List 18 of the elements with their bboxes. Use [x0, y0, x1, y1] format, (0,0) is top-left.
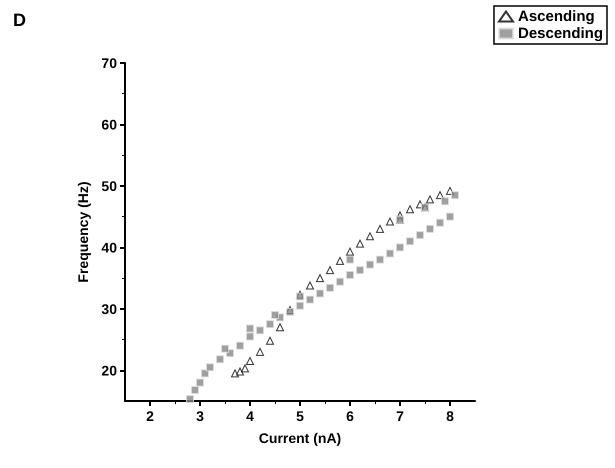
- y-tick-label: 40: [101, 239, 118, 256]
- y-tick-label: 70: [101, 55, 118, 71]
- x-tick-label: 5: [296, 408, 304, 424]
- chart-title: D: [13, 10, 26, 30]
- x-axis-title: Current (nA): [258, 430, 342, 446]
- x-tick-label: 8: [446, 408, 454, 424]
- x-tick-label: 4: [246, 408, 254, 424]
- x-tick-label: 3: [196, 408, 204, 424]
- legend-label: Ascending: [518, 8, 595, 25]
- y-tick-label: 20: [101, 362, 118, 378]
- x-tick-label: 6: [346, 408, 354, 424]
- y-tick-label: 60: [101, 116, 118, 132]
- x-tick-label: 7: [396, 408, 404, 424]
- y-axis-title: Frequency (Hz): [75, 181, 91, 283]
- y-tick-label: 30: [101, 300, 118, 317]
- x-tick-label: 2: [146, 408, 154, 424]
- legend-label: Descending: [518, 25, 604, 42]
- y-tick-label: 50: [101, 178, 118, 194]
